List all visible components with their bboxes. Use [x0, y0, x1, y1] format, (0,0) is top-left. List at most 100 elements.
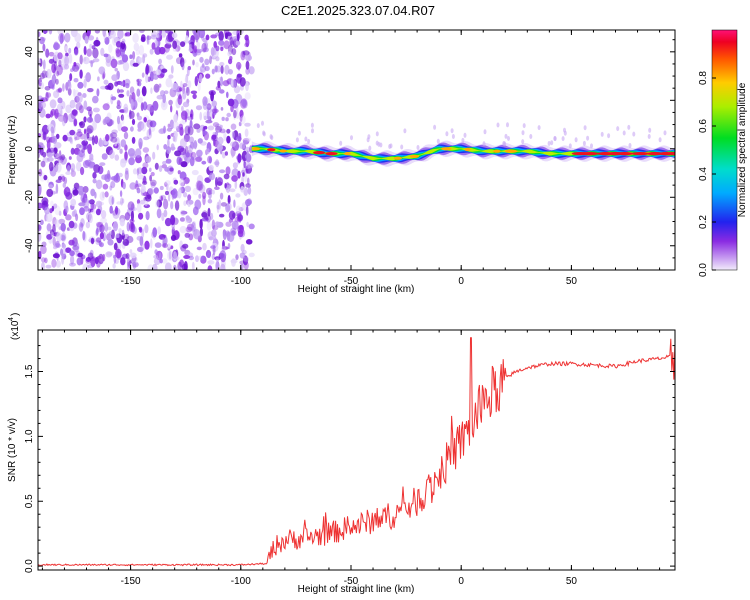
noise-speckle: [85, 128, 93, 135]
noise-speckle: [165, 77, 173, 88]
noise-speckle: [70, 110, 77, 120]
noise-speckle: [203, 125, 208, 130]
noise-speckle: [111, 96, 117, 101]
noise-speckle: [227, 194, 231, 205]
noise-speckle: [75, 213, 79, 222]
noise-speckle: [115, 49, 122, 58]
noise-speckle: [231, 131, 235, 139]
noise-speckle: [69, 139, 74, 145]
noise-speckle: [123, 107, 129, 114]
noise-speckle: [58, 210, 62, 216]
noise-speckle: [234, 179, 238, 190]
noise-speckle: [38, 250, 42, 260]
faint-speckle: [529, 134, 533, 139]
noise-speckle: [84, 133, 87, 142]
noise-speckle: [110, 181, 116, 189]
noise-speckle: [73, 88, 76, 98]
noise-speckle: [73, 241, 80, 253]
noise-speckle: [55, 78, 59, 85]
noise-speckle: [172, 217, 179, 225]
noise-speckle: [193, 45, 198, 53]
noise-speckle: [214, 186, 220, 190]
noise-speckle: [166, 34, 173, 43]
noise-speckle: [206, 221, 212, 231]
noise-speckle: [231, 48, 237, 56]
noise-speckle: [119, 190, 123, 198]
noise-speckle: [51, 84, 55, 90]
noise-speckle: [217, 136, 224, 145]
noise-speckle: [42, 30, 48, 34]
noise-speckle: [108, 231, 113, 236]
noise-speckle: [215, 221, 220, 226]
noise-speckle: [120, 139, 127, 148]
noise-speckle: [102, 73, 105, 80]
noise-speckle: [118, 93, 125, 98]
noise-speckle: [179, 225, 187, 234]
noise-speckle: [79, 144, 84, 149]
noise-speckle: [100, 210, 107, 219]
faint-speckle: [553, 136, 557, 142]
noise-speckle: [70, 147, 75, 155]
y-tick-label: 0.5: [24, 494, 35, 508]
faint-speckle: [590, 143, 593, 149]
noise-speckle: [64, 190, 68, 195]
noise-speckle: [194, 199, 202, 210]
noise-speckle: [125, 167, 129, 175]
noise-speckle: [207, 265, 213, 270]
noise-speckle: [186, 86, 190, 96]
noise-speckle: [182, 83, 188, 87]
noise-speckle: [87, 35, 95, 41]
signal-hotspot: [615, 152, 634, 156]
noise-speckle: [159, 252, 162, 261]
noise-speckle: [153, 257, 161, 266]
noise-speckle: [196, 174, 204, 184]
noise-speckle: [235, 254, 239, 260]
noise-speckle: [53, 152, 58, 157]
noise-speckle: [132, 168, 138, 175]
noise-speckle: [245, 199, 252, 206]
noise-speckle: [215, 65, 222, 73]
noise-speckle: [164, 237, 168, 245]
noise-speckle: [105, 251, 113, 258]
noise-speckle: [87, 88, 94, 93]
noise-speckle: [227, 232, 235, 243]
signal-hotspot: [440, 147, 452, 151]
noise-speckle: [184, 125, 191, 136]
noise-speckle: [39, 72, 45, 80]
noise-speckle: [244, 173, 248, 183]
heatmap-plot-area: [38, 30, 675, 270]
noise-speckle: [158, 58, 163, 65]
faint-speckle: [297, 130, 301, 136]
noise-speckle: [109, 149, 115, 159]
noise-speckle: [69, 136, 73, 143]
noise-speckle: [46, 178, 50, 184]
heatmap-frame: [37, 29, 676, 271]
noise-speckle: [76, 131, 83, 137]
noise-speckle: [161, 212, 165, 222]
noise-speckle: [156, 208, 162, 219]
noise-speckle: [132, 261, 137, 269]
y-tick-label: 0.0: [24, 559, 35, 573]
noise-speckle: [95, 179, 103, 190]
noise-speckle: [215, 86, 222, 91]
noise-speckle: [107, 239, 114, 246]
noise-speckle: [52, 253, 60, 259]
noise-speckle: [141, 166, 148, 175]
signal-hotspot: [631, 152, 650, 156]
noise-speckle: [45, 264, 52, 269]
noise-speckle: [185, 152, 190, 158]
noise-speckle: [76, 257, 83, 266]
noise-speckle: [60, 154, 66, 161]
noise-speckle: [227, 51, 232, 57]
signal-hotspot: [665, 152, 675, 156]
noise-speckle: [93, 39, 101, 47]
noise-speckle: [49, 99, 57, 109]
noise-speckle: [211, 189, 215, 195]
noise-speckle: [84, 75, 92, 80]
faint-speckle: [607, 133, 611, 139]
faint-speckle: [463, 132, 467, 138]
faint-speckle: [436, 138, 440, 144]
faint-speckle: [506, 122, 509, 128]
noise-speckle: [164, 236, 168, 245]
faint-speckle: [310, 122, 314, 128]
